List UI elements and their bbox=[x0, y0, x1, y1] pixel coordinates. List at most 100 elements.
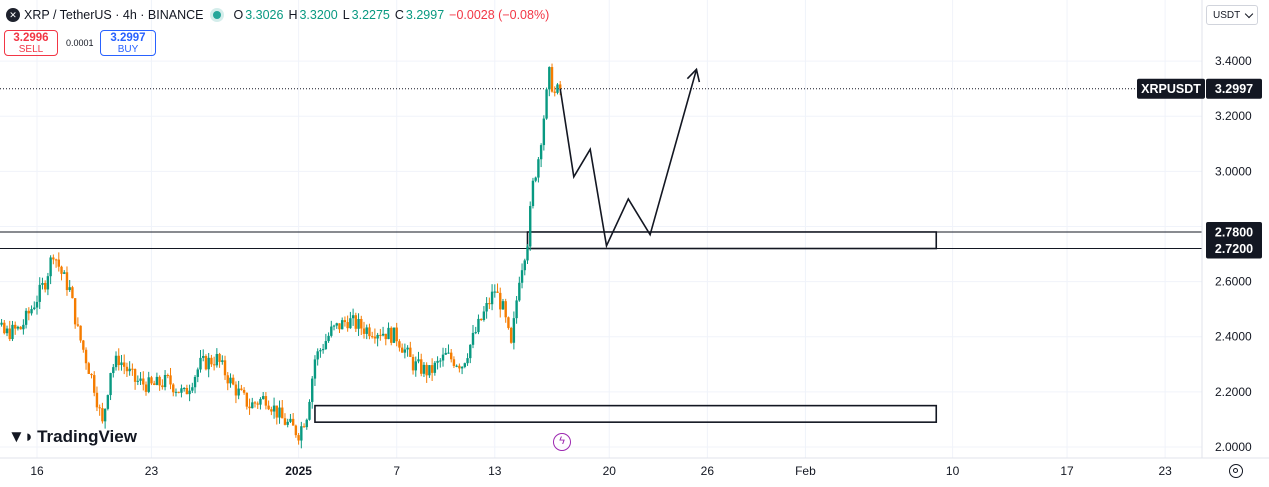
candle-body bbox=[553, 91, 556, 93]
candle bbox=[158, 375, 161, 391]
candle bbox=[71, 285, 74, 299]
candle-body bbox=[161, 385, 164, 388]
candle bbox=[343, 316, 347, 327]
candle-body bbox=[360, 318, 363, 329]
candle-body bbox=[526, 246, 529, 261]
candle bbox=[406, 345, 409, 357]
candle-body bbox=[242, 389, 246, 393]
candle-body bbox=[22, 324, 25, 330]
sell-button[interactable]: 3.2996 SELL bbox=[4, 30, 58, 56]
candle-body bbox=[357, 318, 360, 329]
candle-body bbox=[417, 359, 420, 362]
candle-body bbox=[362, 328, 366, 334]
candle bbox=[556, 83, 559, 95]
candle-body bbox=[123, 362, 126, 367]
candle bbox=[496, 283, 499, 293]
candle-body bbox=[341, 320, 344, 330]
candle bbox=[392, 327, 396, 344]
candle bbox=[447, 344, 450, 354]
candle-body bbox=[41, 283, 44, 285]
candle bbox=[270, 406, 273, 416]
xrp-logo-icon: ✕ bbox=[6, 8, 20, 22]
candle-body bbox=[297, 435, 300, 441]
candle bbox=[33, 301, 36, 311]
candle-body bbox=[5, 328, 9, 334]
candle-body bbox=[384, 333, 387, 340]
candle-body bbox=[253, 402, 257, 404]
candle-body bbox=[182, 387, 186, 389]
candle bbox=[101, 402, 104, 424]
candle bbox=[218, 352, 221, 368]
candle-body bbox=[395, 327, 398, 342]
candle bbox=[499, 287, 502, 318]
candle-body bbox=[223, 360, 227, 376]
candle bbox=[139, 372, 142, 385]
candle bbox=[430, 358, 434, 382]
candle bbox=[41, 277, 44, 290]
candle bbox=[316, 348, 319, 366]
x-tick-label: 26 bbox=[701, 464, 715, 478]
candle-body bbox=[550, 67, 554, 92]
candle bbox=[43, 280, 47, 293]
candle bbox=[379, 328, 382, 341]
candle bbox=[114, 351, 118, 371]
spread-value: 0.0001 bbox=[66, 38, 94, 48]
candle bbox=[351, 308, 355, 326]
candle bbox=[411, 354, 415, 375]
candle bbox=[324, 333, 328, 350]
candle bbox=[0, 319, 3, 327]
candle-body bbox=[114, 355, 118, 368]
candle-body bbox=[84, 349, 88, 364]
candle bbox=[185, 384, 189, 395]
tradingview-logo-icon: ▼◗ bbox=[8, 427, 34, 446]
candle-body bbox=[3, 322, 6, 334]
zone-boxes bbox=[314, 231, 938, 423]
candle bbox=[136, 375, 140, 386]
candle-body bbox=[76, 324, 80, 326]
candle-body bbox=[281, 407, 284, 419]
candle bbox=[400, 343, 404, 353]
candle-body bbox=[60, 266, 63, 274]
candle bbox=[251, 397, 254, 409]
candle-body bbox=[398, 341, 401, 348]
candle-body bbox=[234, 384, 238, 396]
candle bbox=[376, 332, 379, 347]
symbol-title[interactable]: XRP / TetherUS · 4h · BINANCE bbox=[24, 8, 204, 22]
candle bbox=[428, 365, 431, 378]
candle bbox=[240, 384, 243, 391]
candle-body bbox=[57, 259, 60, 267]
candle bbox=[537, 156, 540, 183]
buy-button[interactable]: 3.2997 BUY bbox=[100, 30, 156, 56]
candle bbox=[253, 401, 257, 408]
candle-body bbox=[469, 344, 472, 359]
candle-body bbox=[264, 396, 268, 406]
candle bbox=[286, 418, 289, 428]
candle-body bbox=[515, 300, 518, 319]
time-axis[interactable]: 16 23 2025 7 13 20 26 Feb 10 17 23 bbox=[30, 464, 1172, 478]
candle bbox=[166, 373, 169, 379]
candle bbox=[504, 298, 507, 323]
candle bbox=[207, 352, 210, 378]
candle bbox=[210, 354, 213, 367]
candle-body bbox=[193, 376, 197, 388]
low-value: 3.2275 bbox=[351, 8, 390, 22]
candle-body bbox=[33, 307, 36, 310]
candle bbox=[267, 400, 270, 411]
candle-body bbox=[305, 419, 308, 428]
settings-icon[interactable] bbox=[1229, 464, 1243, 478]
candle-body bbox=[169, 375, 172, 385]
tradingview-logo[interactable]: ▼◗ TradingView bbox=[8, 427, 137, 446]
candle-body bbox=[19, 326, 22, 330]
x-tick-label: 2025 bbox=[285, 464, 312, 478]
candle bbox=[90, 373, 93, 379]
candle bbox=[22, 319, 25, 335]
candle bbox=[57, 252, 60, 272]
candle-body bbox=[311, 378, 314, 402]
lightning-icon[interactable]: ϟ bbox=[553, 433, 571, 451]
candle-body bbox=[313, 359, 317, 379]
currency-selector[interactable]: USDT bbox=[1206, 5, 1258, 25]
candle bbox=[545, 87, 548, 120]
candle bbox=[84, 347, 88, 370]
level-price-tag-bg bbox=[1206, 238, 1262, 259]
